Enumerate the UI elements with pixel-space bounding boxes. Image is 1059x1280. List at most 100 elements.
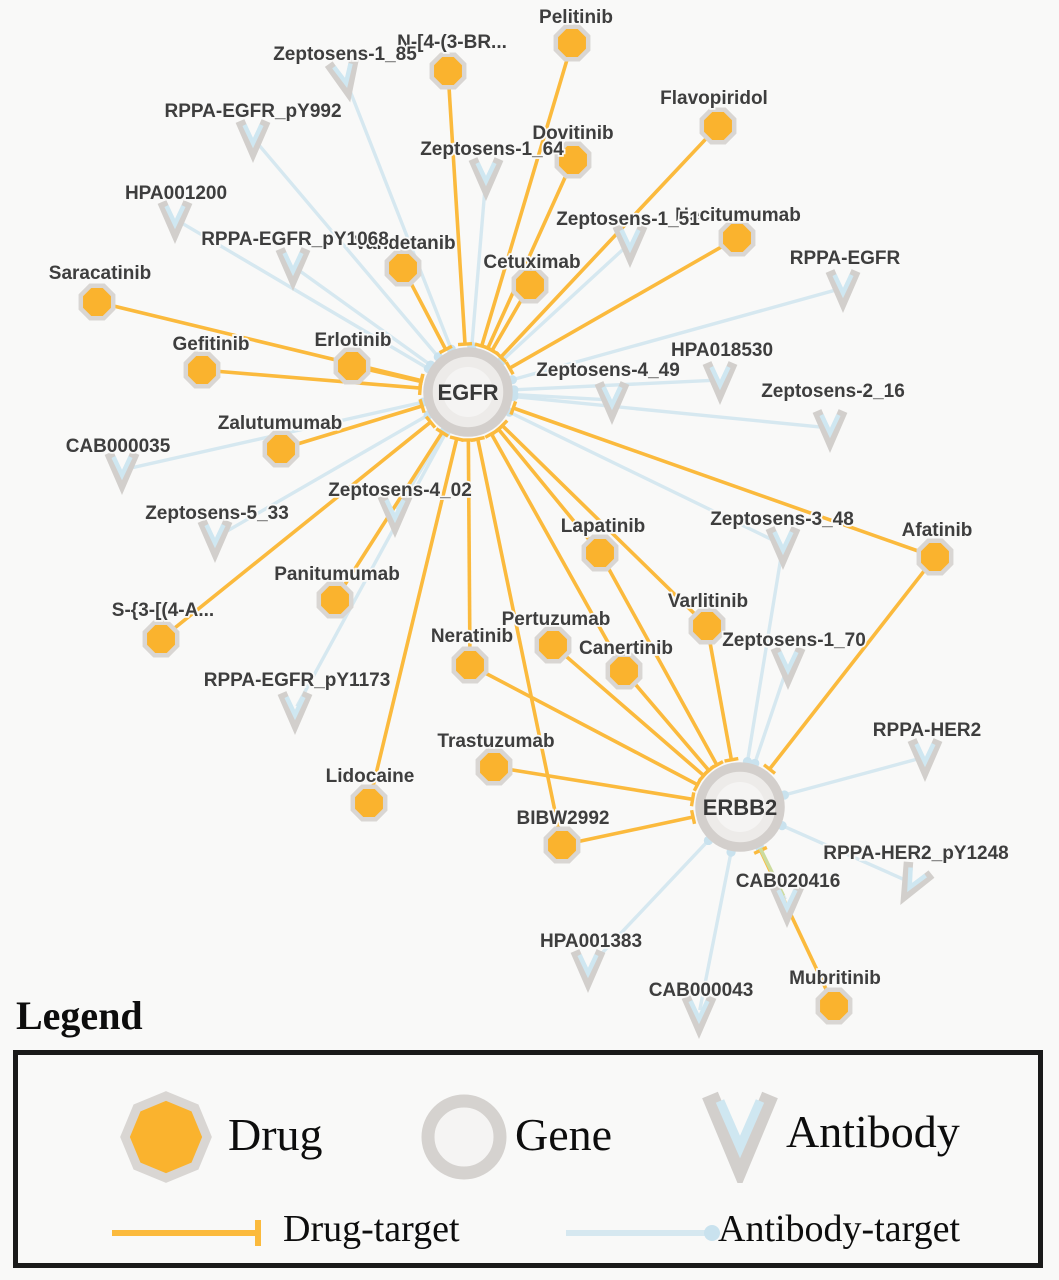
node-label-Zeptosens-2_16: Zeptosens-2_16	[761, 381, 905, 402]
node-label-HPA001383: HPA001383	[540, 931, 642, 952]
node-label-Zeptosens-4_02: Zeptosens-4_02	[328, 480, 472, 501]
node-label-HPA001200: HPA001200	[125, 183, 227, 204]
node-label-Zeptosens-4_49: Zeptosens-4_49	[536, 360, 680, 381]
antibody-target-edge-Zeptosens-2_16-EGFR	[509, 391, 827, 430]
drug-target-edge-N-[4-(3-BR...-EGFR	[447, 85, 473, 347]
gene-node-EGFR: EGFR	[423, 347, 513, 437]
antibody-target-edge-RPPA-HER2_pY1248-ERBB2	[777, 820, 910, 883]
antibody-node-Zeptosens-1_70	[770, 646, 806, 690]
drug-target-edge-Afatinib-ERBB2	[762, 567, 928, 775]
node-label-Panitumumab: Panitumumab	[274, 564, 400, 585]
drug-node-Canertinib	[605, 652, 643, 690]
drug-target-edge-Lapatinib-ERBB2	[605, 565, 724, 770]
drug-target-edge-icon	[112, 1220, 261, 1246]
node-label-Zeptosens-1_51: Zeptosens-1_51	[556, 209, 700, 230]
drug-target-edge-Flavopiridol-EGFR	[494, 135, 710, 364]
drug-node-Neratinib	[451, 646, 489, 684]
drug-target-edge-Canertinib-EGFR	[484, 428, 619, 659]
node-label-CAB000035: CAB000035	[66, 436, 171, 457]
drug-target-edge-Zalutumumab-EGFR	[294, 398, 426, 447]
antibody-node-Zeptosens-1_64	[468, 157, 504, 201]
antibody-target-edge-RPPA-EGFR_pY992-EGFR	[254, 139, 443, 362]
node-label-Zalutumumab: Zalutumumab	[218, 413, 343, 434]
drug-node-Dovitinib	[554, 141, 592, 179]
drug-node-Pertuzumab	[534, 626, 572, 664]
legend-drug-target-label: Drug-target	[283, 1208, 460, 1250]
antibody-target-edge-CAB000043-ERBB2	[698, 847, 736, 1011]
drug-target-edge-Pelitinib-EGFR	[474, 56, 570, 350]
drug-target-edge-Varlitinib-ERBB2	[707, 640, 739, 763]
drug-node-Gefitinib	[183, 351, 221, 389]
drug-target-edge-Neratinib-ERBB2	[482, 670, 703, 792]
node-label-Afatinib: Afatinib	[902, 520, 973, 541]
node-label-RPPA-HER2_pY1248: RPPA-HER2_pY1248	[823, 843, 1009, 864]
node-label-S-{3-[(4-A...: S-{3-[(4-A...	[112, 600, 214, 621]
node-label-Cetuximab: Cetuximab	[483, 252, 580, 273]
antibody-node-RPPA-HER2	[907, 738, 943, 782]
node-label-RPPA-EGFR_pY992: RPPA-EGFR_pY992	[164, 101, 341, 122]
drug-target-edge-Cetuximab-EGFR	[485, 297, 525, 356]
antibody-node-Zeptosens-4_02	[377, 494, 413, 538]
node-label-Gefitinib: Gefitinib	[172, 334, 249, 355]
node-label-Pertuzumab: Pertuzumab	[502, 609, 611, 630]
drug-node-Varlitinib	[688, 607, 726, 645]
node-label-Zeptosens-1_85: Zeptosens-1_85	[273, 44, 417, 65]
drug-target-edge-Dovitinib-EGFR	[480, 172, 569, 353]
drug-target-edge-S-{3-[(4-A...-EGFR	[171, 415, 437, 631]
node-label-Dovitinib: Dovitinib	[532, 123, 613, 144]
drug-node-S-{3-[(4-A...	[142, 620, 180, 658]
antibody-node-RPPA-EGFR_pY992	[235, 119, 271, 163]
drug-target-edge-Afatinib-EGFR	[509, 400, 922, 554]
node-label-Zeptosens-1_64: Zeptosens-1_64	[420, 139, 564, 160]
gene-label-EGFR: EGFR	[437, 380, 498, 405]
node-label-Zeptosens-1_70: Zeptosens-1_70	[722, 630, 866, 651]
node-label-Lapatinib: Lapatinib	[561, 516, 645, 537]
node-label-Varlitinib: Varlitinib	[668, 591, 748, 612]
antibody-node-Zeptosens-5_33	[197, 519, 233, 563]
node-label-Trastuzumab: Trastuzumab	[437, 731, 554, 752]
antibody-target-edge-icon	[566, 1225, 720, 1241]
antibody-node-HPA001383	[570, 949, 606, 993]
antibody-target-edge-Zeptosens-1_51-EGFR	[497, 244, 629, 366]
antibody-target-edge-RPPA-EGFR_pY1173-EGFR	[295, 427, 451, 708]
antibody-node-RPPA-EGFR	[825, 269, 861, 313]
node-label-Flavopiridol: Flavopiridol	[660, 88, 768, 109]
gene-label-ERBB2: ERBB2	[703, 795, 778, 820]
drug-target-edge-Neratinib-EGFR	[461, 438, 476, 651]
drug-target-edge-Varlitinib-EGFR	[496, 419, 698, 617]
drug-node-Necitumumab	[718, 219, 756, 257]
node-label-RPPA-EGFR_pY1173: RPPA-EGFR_pY1173	[204, 670, 391, 691]
antibody-target-edge-Zeptosens-3_48-EGFR	[504, 407, 781, 545]
drug-target-edge-Canertinib-ERBB2	[632, 681, 716, 777]
antibody-target-edge-Zeptosens-1_70-ERBB2	[750, 668, 789, 769]
drug-target-edge-Vandetanib-EGFR	[408, 280, 453, 355]
antibody-target-edge-Zeptosens-1_85-EGFR	[344, 81, 456, 354]
node-label-Saracatinib: Saracatinib	[49, 263, 151, 284]
antibody-node-Zeptosens-2_16	[812, 409, 848, 453]
drug-target-edge-Pertuzumab-ERBB2	[563, 653, 710, 782]
antibody-node-HPA018530	[702, 361, 738, 405]
drug-node-Cetuximab	[511, 266, 549, 304]
node-label-CAB000043: CAB000043	[649, 980, 754, 1001]
gene-node-ERBB2: ERBB2	[695, 762, 785, 852]
drug-node-Erlotinib	[333, 347, 371, 385]
drug-node-Vandetanib	[384, 249, 422, 287]
node-label-Vandetanib: Vandetanib	[354, 233, 455, 254]
antibody-node-RPPA-EGFR_pY1173	[277, 691, 313, 735]
drug-node-N-[4-(3-BR...	[429, 52, 467, 90]
node-label-Erlotinib: Erlotinib	[314, 330, 391, 351]
drug-node-BIBW2992	[543, 826, 581, 864]
drug-node-Zalutumumab	[262, 430, 300, 468]
drug-target-edge-Lidocaine-EGFR	[370, 435, 464, 789]
node-label-HPA018530: HPA018530	[671, 340, 773, 361]
antibody-node-RPPA-HER2_pY1248	[900, 861, 935, 906]
drug-node-Afatinib	[916, 538, 954, 576]
drug-target-edge-Lapatinib-EGFR	[491, 423, 592, 543]
antibody-node-icon	[702, 1091, 778, 1183]
node-label-Zeptosens-3_48: Zeptosens-3_48	[710, 509, 854, 530]
node-label-RPPA-HER2: RPPA-HER2	[873, 720, 981, 741]
antibody-node-RPPA-EGFR_pY1068	[275, 247, 311, 291]
antibody-target-edge-HPA001383-ERBB2	[589, 835, 714, 967]
node-label-Mubritinib: Mubritinib	[789, 968, 881, 989]
